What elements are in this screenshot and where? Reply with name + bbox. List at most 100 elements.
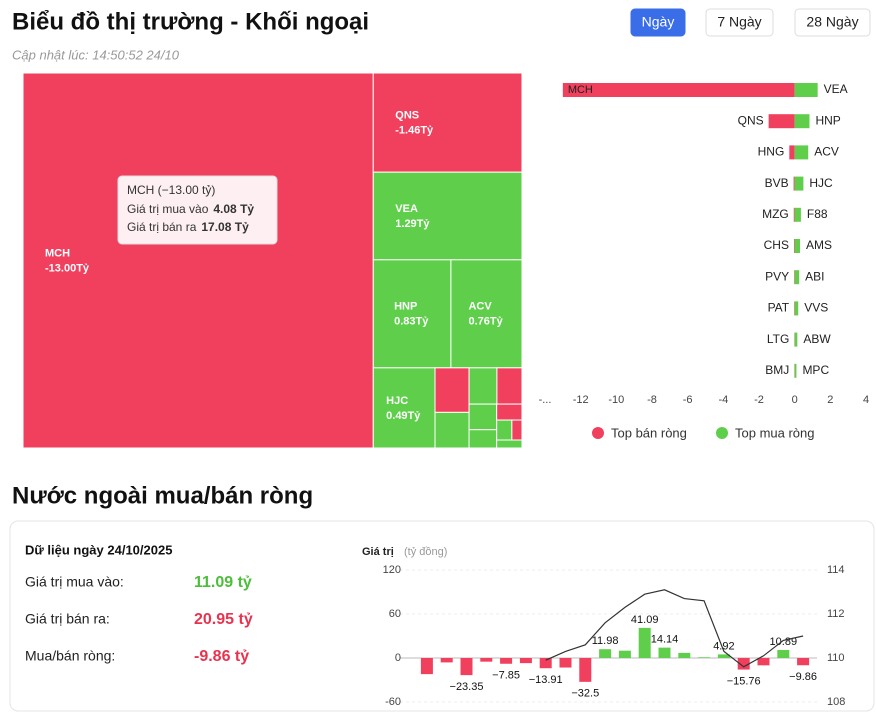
bar-name: VVS <box>804 301 828 315</box>
bar-name: LTG <box>767 332 789 346</box>
tile-value: -1.46Tỷ <box>395 124 434 136</box>
bar <box>757 658 770 666</box>
bar <box>559 658 572 668</box>
stat-value: 20.95 tỷ <box>194 611 253 628</box>
card-date: Dữ liệu ngày 24/10/2025 <box>25 542 172 557</box>
treemap-tile <box>372 367 436 449</box>
x-tick-label: 2 <box>827 394 833 406</box>
bar <box>777 650 790 658</box>
bar <box>793 176 795 191</box>
bar-name: HJC <box>809 176 833 190</box>
y2-tick-label: 112 <box>827 608 845 620</box>
x-tick-label: -10 <box>608 394 624 406</box>
bar <box>794 145 809 160</box>
bar <box>737 658 750 670</box>
bar-name: AMS <box>806 238 832 252</box>
tile-value: 0.83Tỷ <box>394 316 429 328</box>
tile-label: VEA <box>395 203 418 215</box>
updated-time: Cập nhật lúc: 14:50:52 24/10 <box>12 47 180 62</box>
page-title: Biểu đồ thị trường - Khối ngoại <box>12 8 369 35</box>
bar-name: ABW <box>803 332 831 346</box>
bar <box>638 627 651 658</box>
bar-name: MCH <box>568 84 593 96</box>
tab[interactable]: 7 Ngày <box>705 8 774 37</box>
bar-name: ACV <box>814 145 839 159</box>
y-axis-unit: (tỷ đồng) <box>404 546 447 558</box>
bar <box>794 270 800 285</box>
tab[interactable]: Ngày <box>630 8 686 37</box>
tile-value: 0.76Tỷ <box>468 316 503 328</box>
bar-name: VEA <box>824 82 848 96</box>
tab-label[interactable]: Ngày <box>642 14 675 30</box>
x-tick-label: -... <box>539 394 552 406</box>
y-tick-label: -60 <box>385 696 401 708</box>
bar <box>717 654 730 658</box>
bar <box>797 658 810 666</box>
y-tick-label: 60 <box>389 608 401 620</box>
tab-button[interactable] <box>630 8 686 37</box>
bar-name: MPC <box>802 363 829 377</box>
tile-value: 1.29Tỷ <box>395 218 430 230</box>
bar <box>794 301 795 316</box>
treemap-tile <box>434 367 470 413</box>
data-label: 41.09 <box>631 614 659 626</box>
tile-label: HJC <box>386 395 408 407</box>
bar <box>698 657 711 658</box>
tooltip <box>117 175 278 245</box>
stat-label: Giá trị bán ra: <box>25 611 110 627</box>
bar <box>618 650 631 658</box>
treemap-tile <box>468 429 498 449</box>
bar <box>599 649 612 658</box>
treemap-tile <box>450 259 523 369</box>
x-tick-label: -6 <box>683 394 693 406</box>
stat-value: -9.86 tỷ <box>194 648 249 665</box>
treemap-tile <box>372 259 452 369</box>
bar <box>460 658 473 676</box>
y-axis-label: Giá trị <box>362 546 394 558</box>
section-title: Nước ngoài mua/bán ròng <box>12 482 313 509</box>
legend-label[interactable]: Top bán ròng <box>611 425 687 440</box>
tab-button[interactable] <box>705 8 774 37</box>
bar-name: F88 <box>807 207 828 221</box>
bar <box>794 301 799 316</box>
bar <box>579 658 592 682</box>
tile-value: -13.00Tỷ <box>45 262 90 274</box>
bar <box>539 658 552 669</box>
legend-marker <box>592 427 604 439</box>
stat-label: Giá trị mua vào: <box>25 574 124 590</box>
x-tick-label: -12 <box>573 394 589 406</box>
bar-name: PAT <box>768 301 790 315</box>
treemap-tile <box>372 171 523 261</box>
bar <box>794 332 798 347</box>
bar <box>678 652 691 658</box>
card <box>9 520 875 712</box>
tab-label[interactable]: 7 Ngày <box>717 14 761 30</box>
bar <box>440 658 453 663</box>
data-label: −7.85 <box>492 670 520 682</box>
y2-tick-label: 108 <box>827 696 845 708</box>
tooltip-title: MCH (−13.00 tỷ) <box>127 183 215 197</box>
bar-name: HNG <box>758 145 785 159</box>
bar <box>794 363 797 378</box>
data-label: −23.35 <box>450 681 484 693</box>
treemap-tile <box>496 419 513 441</box>
tile-label: ACV <box>468 301 492 313</box>
tile-value: 0.49Tỷ <box>386 410 421 422</box>
treemap-tile <box>468 367 498 405</box>
tooltip-row: Giá trị bán ra 17.08 Tỷ <box>127 220 249 234</box>
tab[interactable]: 28 Ngày <box>794 8 871 37</box>
bar <box>794 176 804 191</box>
tooltip-row-label: Giá trị mua vào <box>127 202 209 216</box>
tab-label[interactable]: 28 Ngày <box>806 14 858 30</box>
treemap-tile <box>434 411 470 449</box>
stat-label: Mua/bán ròng: <box>25 648 115 664</box>
x-tick-label: -2 <box>754 394 764 406</box>
bar-name: MZG <box>762 207 789 221</box>
data-label: −9.86 <box>789 671 817 683</box>
tooltip-row-label: Giá trị bán ra <box>127 220 197 234</box>
data-label: 11.98 <box>592 635 619 647</box>
tab-button[interactable] <box>794 8 871 37</box>
line <box>545 589 804 668</box>
legend-label[interactable]: Top mua ròng <box>735 425 815 440</box>
